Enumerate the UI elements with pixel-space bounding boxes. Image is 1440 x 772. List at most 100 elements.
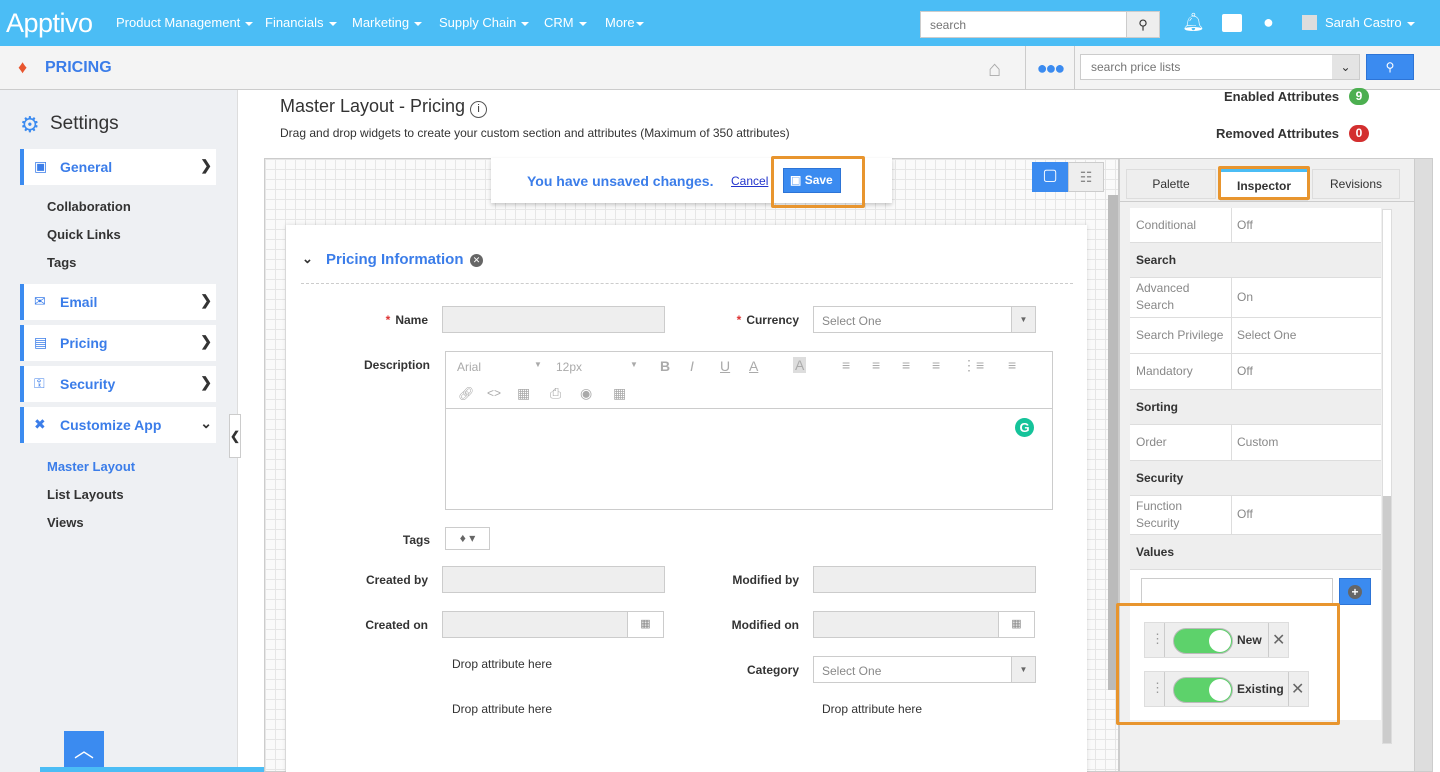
apptivo-logo[interactable]: Apptivo bbox=[6, 8, 93, 38]
hierarchy-view-icon[interactable]: ☷ bbox=[1068, 162, 1104, 192]
category-select[interactable]: Select One ▼ bbox=[813, 656, 1036, 683]
remove-value-icon[interactable]: ✕ bbox=[1272, 632, 1286, 649]
sidebar-sub-views[interactable]: Views bbox=[47, 515, 84, 530]
font-size-select[interactable]: 12px bbox=[556, 360, 583, 374]
home-icon[interactable]: ⌂ bbox=[988, 56, 1002, 81]
grammarly-icon[interactable]: G bbox=[1015, 418, 1034, 437]
tag-icon[interactable]: ♦ ▾ bbox=[445, 527, 490, 550]
numbered-list-icon[interactable]: ≡ bbox=[1008, 357, 1017, 373]
property-row[interactable]: Mandatory Off bbox=[1130, 354, 1381, 390]
add-value-button[interactable]: + bbox=[1339, 578, 1371, 605]
drop-zone[interactable]: Drop attribute here bbox=[822, 702, 923, 716]
sidebar-item-pricing[interactable]: ▤ Pricing ❯ bbox=[20, 325, 216, 361]
nav-supply-chain[interactable]: Supply Chain bbox=[439, 15, 530, 30]
sidebar-item-general[interactable]: ▣ General ❯ bbox=[20, 149, 216, 185]
outer-scrollbar[interactable] bbox=[1414, 159, 1432, 771]
section-title[interactable]: Pricing Information bbox=[326, 251, 464, 268]
nav-more[interactable]: More bbox=[605, 15, 644, 30]
global-search-input[interactable] bbox=[921, 12, 1126, 37]
collapse-section-icon[interactable]: ⌄ bbox=[302, 251, 313, 266]
created-by-input[interactable] bbox=[442, 566, 665, 593]
print-icon[interactable]: ⎙ bbox=[550, 385, 562, 401]
tab-inspector[interactable]: Inspector bbox=[1220, 169, 1308, 201]
drag-handle-icon[interactable]: ⋮ bbox=[1151, 631, 1164, 646]
sidebar-sub-list-layouts[interactable]: List Layouts bbox=[47, 487, 124, 502]
value-item-existing[interactable]: ⋮ Existing ✕ bbox=[1144, 671, 1309, 707]
align-right-icon[interactable]: ≡ bbox=[902, 357, 911, 373]
unsaved-message: You have unsaved changes. bbox=[527, 173, 714, 189]
chevron-down-icon[interactable]: ⌄ bbox=[1332, 55, 1359, 79]
property-row[interactable]: Function Security Off bbox=[1130, 496, 1381, 535]
cancel-link[interactable]: Cancel bbox=[731, 174, 769, 188]
tab-palette[interactable]: Palette bbox=[1126, 169, 1216, 199]
value-toggle[interactable] bbox=[1173, 628, 1233, 654]
nav-financials[interactable]: Financials bbox=[265, 15, 337, 30]
nav-marketing[interactable]: Marketing bbox=[352, 15, 423, 30]
property-row[interactable]: Conditional Off bbox=[1130, 208, 1381, 243]
desktop-view-icon[interactable]: ▢ bbox=[1032, 162, 1068, 192]
scroll-top-button[interactable]: ︿ bbox=[64, 731, 104, 772]
underline-icon[interactable]: U bbox=[720, 358, 731, 374]
nav-product-management[interactable]: Product Management bbox=[116, 15, 254, 30]
sidebar-item-email[interactable]: ✉ Email ❯ bbox=[20, 284, 216, 320]
description-editor[interactable]: Arial ▼ 12px ▼ B I U A A ≡ ≡ ≡ ≡ ⋮≡ ≡ 🔗︎… bbox=[445, 351, 1053, 510]
link-icon[interactable]: 🔗︎ bbox=[458, 386, 475, 401]
users-icon[interactable]: ● bbox=[1263, 12, 1274, 32]
removed-attributes-label[interactable]: Removed Attributes bbox=[1216, 126, 1340, 141]
sidebar-item-customize-app[interactable]: ✖ Customize App ⌄ bbox=[20, 407, 216, 443]
collapse-sidebar-button[interactable]: ❮ bbox=[229, 414, 241, 458]
property-row[interactable]: Order Custom bbox=[1130, 425, 1381, 461]
align-center-icon[interactable]: ≡ bbox=[872, 357, 881, 373]
highlight-color-icon[interactable]: A bbox=[793, 357, 807, 373]
remove-section-icon[interactable]: ✕ bbox=[470, 254, 483, 267]
settings-sidebar: ⚙ Settings ▣ General ❯ Collaboration Quick… bbox=[0, 90, 238, 772]
search-icon[interactable]: ⚲ bbox=[1126, 12, 1159, 37]
modified-by-input[interactable] bbox=[813, 566, 1036, 593]
created-on-input[interactable]: ▦ bbox=[442, 611, 664, 638]
value-toggle[interactable] bbox=[1173, 677, 1233, 703]
price-list-search-button[interactable]: ⚲ bbox=[1366, 54, 1414, 80]
save-button[interactable]: ▣ Save bbox=[783, 168, 841, 193]
justify-icon[interactable]: ≡ bbox=[932, 357, 941, 373]
avatar[interactable] bbox=[1302, 15, 1317, 30]
modified-on-input[interactable]: ▦ bbox=[813, 611, 1035, 638]
property-row[interactable]: Advanced Search On bbox=[1130, 278, 1381, 318]
code-icon[interactable]: <> bbox=[487, 386, 502, 400]
currency-select[interactable]: Select One ▼ bbox=[813, 306, 1036, 333]
italic-icon[interactable]: I bbox=[690, 358, 694, 374]
sidebar-item-security[interactable]: ⚿ Security ❯ bbox=[20, 366, 216, 402]
sidebar-sub-tags[interactable]: Tags bbox=[47, 255, 77, 270]
canvas-scrollbar[interactable] bbox=[1108, 195, 1118, 690]
remove-value-icon[interactable]: ✕ bbox=[1291, 681, 1305, 698]
drop-zone[interactable]: Drop attribute here bbox=[452, 702, 553, 716]
bell-icon[interactable]: 🔔︎ bbox=[1182, 12, 1205, 32]
info-icon[interactable]: i bbox=[470, 101, 488, 118]
calendar-icon[interactable]: ▦ bbox=[627, 612, 663, 637]
drag-handle-icon[interactable]: ⋮ bbox=[1151, 680, 1164, 695]
align-left-icon[interactable]: ≡ bbox=[842, 357, 851, 373]
font-color-icon[interactable]: A bbox=[749, 358, 759, 374]
more-options-icon[interactable]: ●●● bbox=[1025, 46, 1075, 90]
new-value-input[interactable] bbox=[1141, 578, 1333, 605]
preview-icon[interactable]: ◉ bbox=[580, 385, 593, 401]
tab-revisions[interactable]: Revisions bbox=[1312, 169, 1400, 199]
sidebar-sub-collaboration[interactable]: Collaboration bbox=[47, 199, 131, 214]
drop-zone[interactable]: Drop attribute here bbox=[452, 657, 553, 671]
calendar-icon[interactable]: ▦ bbox=[998, 612, 1034, 637]
user-menu[interactable]: Sarah Castro bbox=[1325, 15, 1415, 30]
nav-crm[interactable]: CRM bbox=[544, 15, 587, 30]
font-select[interactable]: Arial bbox=[457, 360, 482, 374]
price-list-search-input[interactable] bbox=[1081, 55, 1321, 79]
enabled-attributes-label[interactable]: Enabled Attributes bbox=[1224, 89, 1340, 104]
store-icon[interactable] bbox=[1222, 14, 1242, 32]
name-input[interactable] bbox=[442, 306, 665, 333]
value-item-new[interactable]: ⋮ New ✕ bbox=[1144, 622, 1289, 658]
property-row[interactable]: Search Privilege Select One bbox=[1130, 318, 1381, 354]
sidebar-sub-quick-links[interactable]: Quick Links bbox=[47, 227, 121, 242]
panel-scrollbar[interactable] bbox=[1382, 209, 1392, 744]
sidebar-sub-master-layout[interactable]: Master Layout bbox=[47, 459, 136, 474]
image-icon[interactable]: ▦ bbox=[517, 385, 531, 401]
bullet-list-icon[interactable]: ⋮≡ bbox=[962, 357, 985, 373]
table-icon[interactable]: ▦ bbox=[613, 385, 627, 401]
bold-icon[interactable]: B bbox=[660, 358, 671, 374]
